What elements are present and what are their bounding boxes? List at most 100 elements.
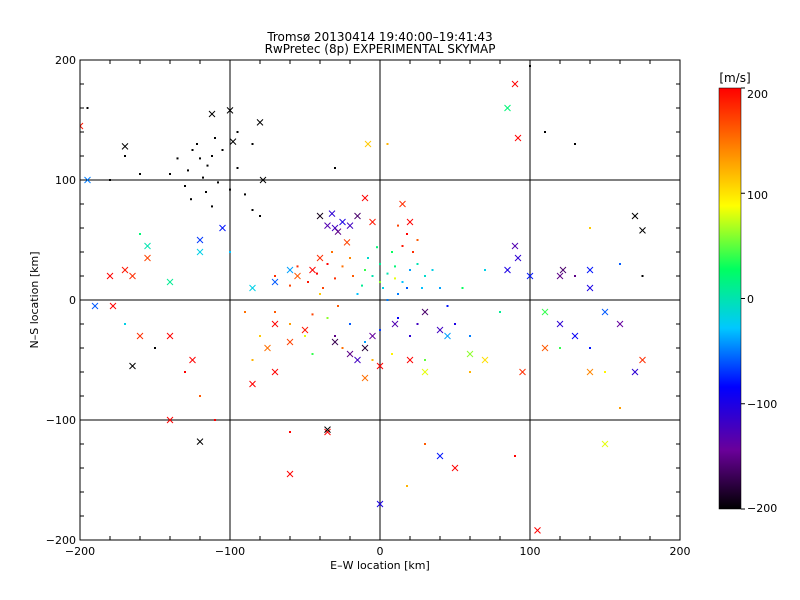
data-point-cross bbox=[219, 224, 226, 232]
data-point-cross bbox=[129, 362, 136, 370]
data-point-cross bbox=[399, 200, 406, 208]
xaxis-tick-label: −200 bbox=[65, 545, 95, 558]
data-point-dot bbox=[364, 341, 366, 343]
data-point-cross bbox=[541, 344, 549, 352]
data-point-dot bbox=[469, 335, 471, 337]
data-point-dot bbox=[469, 371, 471, 373]
colorbar-tick-label: 0 bbox=[747, 293, 754, 306]
data-point-cross bbox=[519, 368, 526, 376]
data-point-dot bbox=[386, 143, 389, 145]
data-point-cross bbox=[511, 80, 519, 88]
data-point-cross bbox=[466, 350, 474, 358]
data-point-cross bbox=[534, 527, 541, 534]
data-point-cross bbox=[346, 350, 354, 358]
data-point-dot bbox=[196, 143, 198, 145]
data-point-dot bbox=[394, 265, 396, 268]
data-point-cross bbox=[324, 222, 331, 229]
data-point-dot bbox=[289, 431, 291, 433]
data-point-dot bbox=[169, 173, 171, 175]
data-point-dot bbox=[352, 275, 354, 277]
data-point-cross bbox=[556, 272, 564, 280]
data-point-dot bbox=[244, 311, 246, 313]
data-point-dot bbox=[446, 305, 449, 307]
colorbar-tick-label: 200 bbox=[747, 88, 768, 101]
data-point-dot bbox=[274, 311, 276, 313]
data-point-cross bbox=[334, 228, 342, 235]
data-point-dot bbox=[379, 329, 381, 331]
data-point-cross bbox=[324, 428, 331, 436]
data-point-dot bbox=[322, 287, 324, 289]
data-point-dot bbox=[191, 149, 194, 151]
data-point-dot bbox=[386, 272, 389, 275]
data-point-cross bbox=[84, 176, 91, 184]
data-point-dot bbox=[461, 287, 464, 289]
data-point-cross bbox=[316, 254, 324, 262]
data-point-cross bbox=[346, 222, 354, 229]
data-point-cross bbox=[354, 356, 361, 364]
data-point-dot bbox=[439, 287, 441, 289]
data-point-cross bbox=[121, 266, 129, 274]
data-point-dot bbox=[334, 167, 336, 169]
data-point-dot bbox=[379, 263, 381, 265]
data-point-cross bbox=[354, 212, 361, 220]
data-point-dot bbox=[184, 371, 186, 373]
data-point-cross bbox=[376, 500, 384, 508]
data-point-cross bbox=[639, 356, 646, 364]
data-point-cross bbox=[109, 302, 117, 310]
data-point-dot bbox=[589, 347, 591, 349]
grid-lines bbox=[80, 60, 680, 540]
data-point-dot bbox=[199, 157, 201, 160]
data-point-cross bbox=[586, 284, 594, 292]
yaxis-label: N–S location [km] bbox=[28, 251, 41, 348]
data-point-cross bbox=[294, 272, 301, 280]
data-point-dot bbox=[176, 157, 179, 160]
data-point-cross bbox=[361, 194, 369, 202]
data-point-dot bbox=[386, 299, 389, 301]
data-point-cross bbox=[586, 266, 594, 274]
data-point-dot bbox=[259, 215, 261, 217]
yaxis-tick-label: 100 bbox=[55, 174, 76, 187]
data-point-dot bbox=[421, 287, 423, 289]
data-point-dot bbox=[619, 263, 621, 265]
data-point-dot bbox=[296, 265, 299, 268]
data-point-cross bbox=[376, 362, 384, 370]
data-point-dot bbox=[424, 443, 426, 445]
data-point-dot bbox=[361, 284, 363, 287]
data-point-dot bbox=[184, 185, 186, 187]
data-point-dot bbox=[416, 263, 419, 265]
data-point-dot bbox=[484, 269, 486, 271]
data-point-cross bbox=[369, 332, 376, 340]
data-point-dot bbox=[236, 131, 239, 133]
data-point-cross bbox=[324, 426, 331, 433]
data-point-cross bbox=[80, 122, 84, 130]
data-point-dot bbox=[371, 359, 374, 361]
data-point-dot bbox=[251, 143, 254, 145]
data-point-dot bbox=[190, 198, 192, 201]
yaxis-tick-label: 0 bbox=[69, 294, 76, 307]
data-point-dot bbox=[289, 284, 291, 287]
data-point-dot bbox=[307, 281, 309, 283]
data-point-cross bbox=[451, 464, 459, 472]
data-point-cross bbox=[286, 266, 294, 274]
data-point-cross bbox=[361, 374, 369, 382]
colorbar-label: [m/s] bbox=[719, 71, 750, 85]
data-point-dot bbox=[244, 193, 246, 196]
xaxis-tick-label: 200 bbox=[670, 545, 691, 558]
data-point-cross bbox=[481, 356, 489, 364]
data-point-dot bbox=[199, 395, 201, 397]
data-point-cross bbox=[436, 326, 444, 334]
data-point-dot bbox=[139, 233, 141, 235]
data-point-dot bbox=[251, 209, 254, 211]
data-point-dot bbox=[349, 323, 351, 325]
data-point-dot bbox=[236, 167, 239, 169]
data-point-dot bbox=[205, 191, 207, 193]
data-point-cross bbox=[166, 332, 174, 340]
data-point-dot bbox=[397, 224, 399, 227]
data-point-cross bbox=[571, 332, 579, 340]
data-point-cross bbox=[264, 344, 271, 352]
data-point-dot bbox=[424, 359, 426, 361]
data-point-cross bbox=[286, 338, 294, 346]
data-point-cross bbox=[361, 344, 369, 352]
data-point-dot bbox=[311, 353, 314, 355]
